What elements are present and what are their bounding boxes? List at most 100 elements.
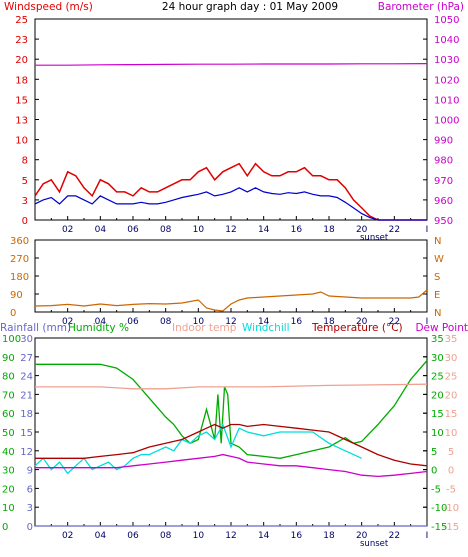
series-temp (35, 423, 428, 467)
compass-tick-label: N (434, 308, 441, 319)
direction-tick-label: 90 (10, 290, 23, 301)
barometer-tick-label: 1010 (434, 95, 459, 106)
x-tick-label: 22 (389, 317, 400, 327)
x-tick-label: 04 (95, 317, 107, 327)
barometer-tick-label: 960 (434, 196, 453, 207)
legend-temperature: Temperature (°C) (311, 322, 403, 334)
x-tick-label: 10 (193, 531, 205, 541)
humidity-tick-label: 90 (2, 353, 15, 364)
temperature-tick-label-indoor: -5 (446, 484, 456, 495)
windspeed-tick-label: 15 (15, 95, 28, 106)
compass-tick-label: W (434, 254, 444, 265)
temperature-tick-label-indoor: 35 (445, 334, 458, 345)
series-hum (35, 360, 428, 459)
windspeed-axis-label: Windspeed (m/s) (4, 1, 93, 13)
temperature-tick-label-outdoor: -15 (431, 522, 447, 533)
x-tick-label: 08 (160, 317, 172, 327)
compass-tick-label: N (434, 236, 441, 247)
humidity-tick-label: 0 (2, 522, 8, 533)
humidity-tick-label: 80 (2, 372, 15, 383)
graph-title: 24 hour graph day : 01 May 2009 (162, 1, 338, 13)
x-tick-label: 22 (389, 531, 400, 541)
direction-tick-label: 0 (10, 308, 16, 319)
x-tick-label: 06 (127, 225, 139, 235)
temperature-tick-label-outdoor: -5 (431, 484, 441, 495)
windspeed-tick-label: 25 (15, 15, 28, 26)
humidity-tick-label: 40 (2, 447, 15, 458)
legend-indoor-temp: Indoor temp (172, 322, 237, 334)
windspeed-tick-label: 10 (15, 136, 28, 147)
humidity-tick-label: 60 (2, 409, 15, 420)
temperature-tick-label-outdoor: 10 (431, 428, 444, 439)
humidity-tick-label: 50 (2, 428, 15, 439)
direction-tick-label: 180 (10, 272, 29, 283)
temperature-tick-label-outdoor: -10 (431, 503, 447, 514)
compass-tick-label: E (434, 290, 440, 301)
barometer-tick-label: 950 (434, 216, 453, 227)
barometer-tick-label: 1030 (434, 55, 459, 66)
series-chill (34, 422, 362, 475)
legend-windchill: Windchill (242, 322, 290, 334)
x-tick-label: 16 (291, 225, 303, 235)
temperature-tick-label-indoor: 25 (445, 372, 458, 383)
temperature-tick-label-outdoor: 35 (431, 334, 444, 345)
direction-panel-frame (34, 239, 428, 313)
series-dir (34, 289, 428, 312)
legend-humidity: Humidity % (68, 322, 129, 334)
x-end-label: I (426, 531, 429, 541)
humidity-tick-label: 10 (2, 503, 15, 514)
x-tick-label: 06 (127, 317, 139, 327)
series-avg (34, 187, 427, 221)
temperature-tick-label-indoor: -10 (443, 503, 459, 514)
temperature-tick-label-indoor: 30 (445, 353, 458, 364)
temperature-tick-label-indoor: -15 (443, 522, 459, 533)
barometer-tick-label: 980 (434, 156, 453, 167)
x-tick-label: 16 (291, 317, 303, 327)
rainfall-tick-label: 15 (20, 428, 33, 439)
rainfall-tick-label: 30 (20, 334, 33, 345)
x-tick-label: 18 (323, 225, 335, 235)
rainfall-tick-label: 6 (27, 484, 33, 495)
x-tick-label: 10 (193, 225, 205, 235)
temperature-tick-label-indoor: 10 (445, 428, 458, 439)
x-tick-label: 08 (160, 531, 172, 541)
legend-dew-point: Dew Point (415, 322, 468, 334)
windspeed-tick-label: 5 (22, 176, 28, 187)
x-end-label: I (426, 225, 429, 235)
x-tick-label: 22 (389, 225, 400, 235)
rainfall-tick-label: 24 (20, 372, 33, 383)
series-indoor (35, 383, 428, 390)
barometer-tick-label: 990 (434, 136, 453, 147)
x-tick-label: 20 (356, 531, 368, 541)
rainfall-tick-label: 21 (20, 390, 33, 401)
humidity-tick-label: 100 (2, 334, 21, 345)
temperature-tick-label-indoor: 15 (445, 409, 458, 420)
x-tick-label: 14 (258, 531, 270, 541)
x-tick-label: 06 (127, 531, 139, 541)
temperature-tick-label-outdoor: 0 (431, 466, 437, 477)
series-dew (35, 453, 428, 478)
humidity-tick-label: 70 (2, 390, 15, 401)
rainfall-tick-label: 9 (27, 466, 33, 477)
windspeed-tick-label: 23 (15, 35, 28, 46)
temperature-tick-label-outdoor: 15 (431, 409, 444, 420)
barometer-tick-label: 1040 (434, 35, 459, 46)
x-tick-label: 12 (225, 225, 236, 235)
series-gust (34, 162, 427, 221)
series-baro (35, 63, 428, 66)
humidity-tick-label: 20 (2, 484, 15, 495)
windspeed-tick-label: 3 (22, 196, 28, 207)
rainfall-tick-label: 27 (20, 353, 33, 364)
wind-panel-frame (34, 18, 428, 221)
temperature-tick-label-outdoor: 20 (431, 390, 444, 401)
x-tick-label: 12 (225, 317, 236, 327)
humidity-tick-label: 30 (2, 466, 15, 477)
barometer-tick-label: 1050 (434, 15, 459, 26)
compass-tick-label: S (434, 272, 440, 283)
x-tick-label: 12 (225, 531, 236, 541)
legend-rainfall: Rainfall (mm) (0, 322, 71, 334)
temperature-tick-label-indoor: 5 (448, 447, 454, 458)
direction-tick-label: 360 (10, 236, 29, 247)
x-tick-label: 20 (356, 317, 368, 327)
